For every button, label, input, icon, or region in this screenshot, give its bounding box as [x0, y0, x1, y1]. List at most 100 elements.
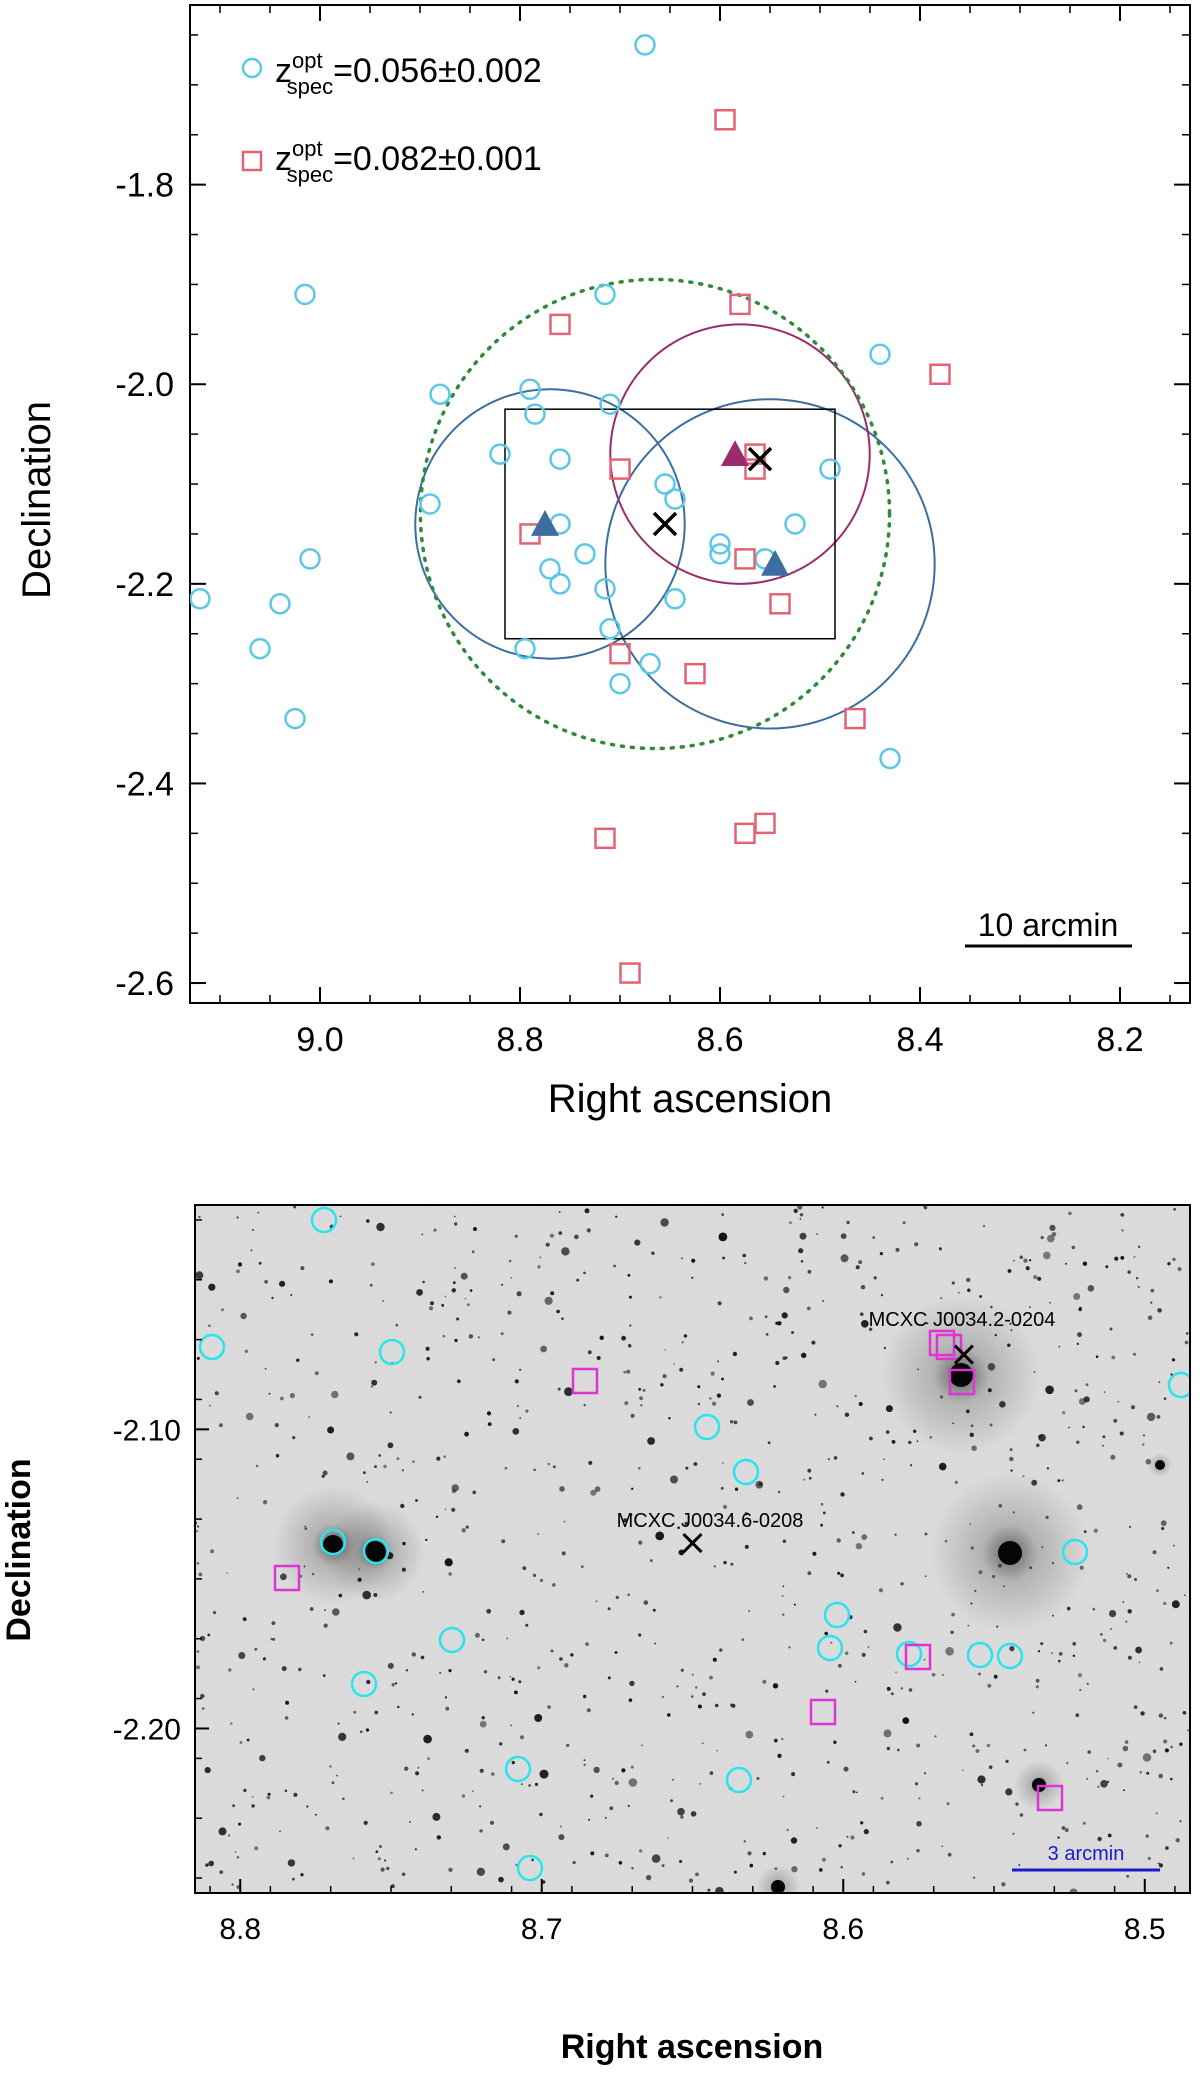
sky-object	[890, 1692, 894, 1696]
sky-object	[1005, 1759, 1009, 1763]
sky-object	[777, 1490, 781, 1494]
sky-object	[236, 1856, 240, 1859]
sky-object	[451, 1507, 456, 1512]
bottom-x-tick-label: 8.5	[1124, 1913, 1166, 1946]
sky-object	[659, 1296, 662, 1299]
sky-object	[468, 1334, 474, 1339]
sky-object	[379, 1845, 382, 1848]
sky-object	[456, 1379, 461, 1384]
sky-object	[213, 1611, 217, 1615]
sky-object	[400, 1503, 405, 1509]
sky-object	[702, 1692, 706, 1696]
sky-object	[539, 1769, 549, 1779]
sky-object	[723, 1560, 727, 1565]
data-point-square	[754, 812, 776, 835]
sky-object	[860, 1285, 866, 1290]
sky-object	[201, 1707, 205, 1710]
sky-object	[508, 1259, 512, 1263]
sky-object	[1163, 1397, 1167, 1400]
sky-object	[1085, 1383, 1089, 1387]
sky-object	[448, 1867, 453, 1873]
sky-object	[371, 1262, 375, 1266]
sky-object	[443, 1455, 446, 1458]
sky-object	[858, 1260, 863, 1265]
sky-object	[469, 1289, 473, 1292]
sky-object	[374, 1710, 379, 1715]
sky-object	[822, 1300, 824, 1302]
sky-object	[764, 1315, 768, 1318]
sky-object	[1127, 1609, 1132, 1614]
sky-object	[1005, 1788, 1013, 1796]
sky-object	[331, 1781, 335, 1785]
sky-object	[677, 1526, 680, 1529]
top-panel: 9.0 8.8 8.6 8.4 8.2-1.8-2.0-2.2-2.4-2.6 zopt…	[15, 4, 1191, 1121]
sky-object	[627, 1344, 632, 1348]
bottom-axis-ticks: 8.8 8.7 8.6 8.5 -2.10 -2.20	[113, 1219, 1176, 1946]
cross-marker	[747, 446, 773, 472]
sky-object	[640, 1404, 643, 1407]
sky-object	[878, 1588, 883, 1593]
sky-object	[986, 1743, 991, 1748]
sky-object	[1069, 1888, 1078, 1893]
sky-object	[607, 1676, 611, 1680]
sky-object	[472, 1490, 477, 1495]
sky-object	[615, 1215, 618, 1218]
data-point-circle	[429, 383, 451, 405]
sky-object	[713, 1565, 716, 1568]
sky-object	[441, 1304, 445, 1307]
sky-object	[879, 1252, 884, 1256]
sky-object	[763, 1276, 769, 1281]
data-point-circle	[299, 548, 321, 570]
sky-object	[840, 1492, 845, 1497]
sky-object	[322, 1470, 328, 1476]
sky-object	[978, 1672, 982, 1676]
legend-z-1: z	[275, 52, 292, 90]
legend-value-2: =0.082±0.001	[333, 140, 542, 178]
data-point-circle	[419, 493, 441, 515]
sky-object	[747, 1851, 752, 1856]
sky-object	[1045, 1385, 1054, 1395]
sky-object	[604, 1853, 609, 1858]
top-x-axis-label: Right ascension	[548, 1077, 833, 1121]
sky-object	[845, 1651, 849, 1655]
data-point-circle	[819, 458, 841, 480]
sky-object	[1032, 1711, 1035, 1714]
sky-object	[580, 1565, 584, 1568]
sky-object	[558, 1211, 561, 1213]
sky-object	[1029, 1306, 1031, 1308]
sky-object	[262, 1657, 266, 1661]
sky-object	[1165, 1846, 1169, 1850]
sky-object	[626, 1369, 631, 1374]
sky-object	[483, 1670, 488, 1674]
sky-object	[784, 1356, 788, 1360]
sky-object	[1184, 1594, 1186, 1596]
sky-object	[208, 1324, 211, 1328]
sky-object	[846, 1220, 850, 1225]
sky-object	[525, 1623, 529, 1627]
sky-object	[1082, 1425, 1085, 1429]
sky-object	[397, 1705, 400, 1709]
data-point-circle	[519, 378, 541, 400]
sky-object	[583, 1694, 587, 1699]
galaxy-halo	[756, 1865, 800, 1893]
sky-object	[531, 1858, 534, 1862]
sky-object	[338, 1732, 347, 1741]
sky-object	[1076, 1504, 1083, 1510]
sky-object	[822, 1511, 826, 1515]
sky-object	[836, 1405, 839, 1408]
sky-object	[227, 1834, 231, 1837]
sky-object	[196, 1650, 200, 1653]
sky-object	[951, 1281, 955, 1285]
data-point-square	[714, 109, 736, 131]
sky-object	[486, 1608, 492, 1614]
sky-object	[660, 1383, 664, 1387]
sky-object	[691, 1258, 696, 1263]
sky-object	[298, 1667, 302, 1672]
sky-object	[444, 1558, 453, 1567]
sky-object	[1082, 1261, 1088, 1266]
member-circle	[823, 1601, 851, 1629]
sky-object	[816, 1233, 819, 1235]
sky-object	[329, 1765, 332, 1768]
sky-object	[417, 1766, 420, 1769]
